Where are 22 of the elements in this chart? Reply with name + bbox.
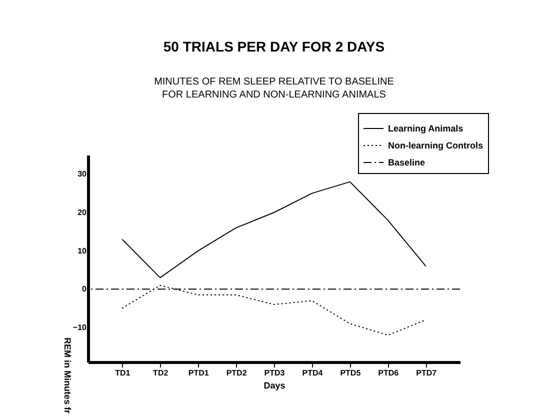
legend-label: Non-learning Controls [388, 140, 483, 150]
y-axis-title: REM in Minutes fr [62, 338, 72, 414]
legend-label: Learning Animals [388, 124, 464, 134]
line-series [122, 181, 426, 278]
x-tick-label: TD2 [153, 368, 169, 378]
y-tick-label: −10 [72, 323, 88, 332]
x-tick-label: PTD1 [188, 368, 210, 378]
legend-label: Baseline [388, 158, 426, 168]
y-tick-label: 0 [82, 284, 88, 294]
x-tick-label: PTD5 [340, 368, 362, 378]
y-tick-label: 30 [78, 170, 88, 179]
x-tick-label: PTD2 [226, 368, 248, 378]
x-tick-label: PTD7 [416, 368, 438, 378]
chart-title: 50 TRIALS PER DAY FOR 2 DAYS [163, 38, 385, 54]
x-tick-label: PTD4 [302, 368, 324, 378]
x-tick-label: PTD6 [378, 368, 400, 378]
y-tick-label: 10 [78, 246, 88, 256]
x-tick-label: PTD3 [264, 368, 286, 378]
x-tick-label: TD1 [115, 368, 131, 378]
y-tick-label: 20 [78, 208, 88, 217]
chart-subtitle: MINUTES OF REM SLEEP RELATIVE TO BASELINE FOR LEARNING AND NON-LEARNING ANIMALS [154, 76, 394, 100]
x-axis-title: Days [264, 380, 286, 390]
